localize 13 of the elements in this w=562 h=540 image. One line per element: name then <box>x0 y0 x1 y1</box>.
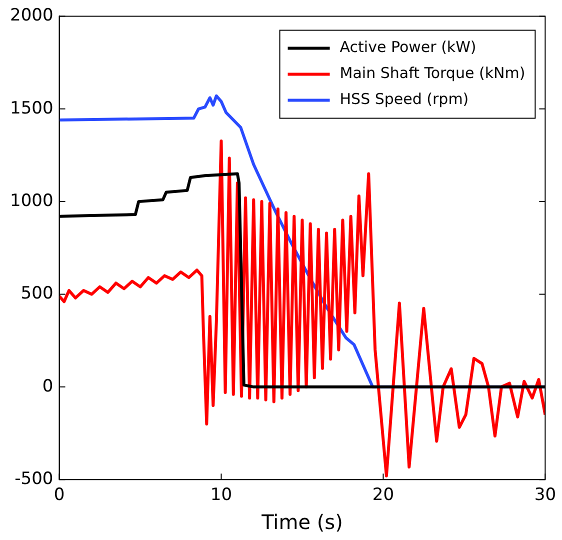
x-tick-label: 10 <box>210 485 232 506</box>
x-tick-label: 20 <box>372 485 394 506</box>
legend-label: HSS Speed (rpm) <box>340 90 469 108</box>
y-tick-label: 0 <box>42 376 54 396</box>
y-tick-label: 500 <box>20 284 54 304</box>
y-tick-label: 1500 <box>10 98 54 118</box>
y-tick-label: -500 <box>14 469 54 490</box>
legend-label: Main Shaft Torque (kNm) <box>340 64 526 82</box>
x-axis-title: Time (s) <box>260 510 343 534</box>
y-tick-label: 2000 <box>10 6 54 26</box>
y-tick-label: 1000 <box>10 190 54 211</box>
x-tick-label: 30 <box>534 485 556 506</box>
legend-label: Active Power (kW) <box>340 38 476 56</box>
